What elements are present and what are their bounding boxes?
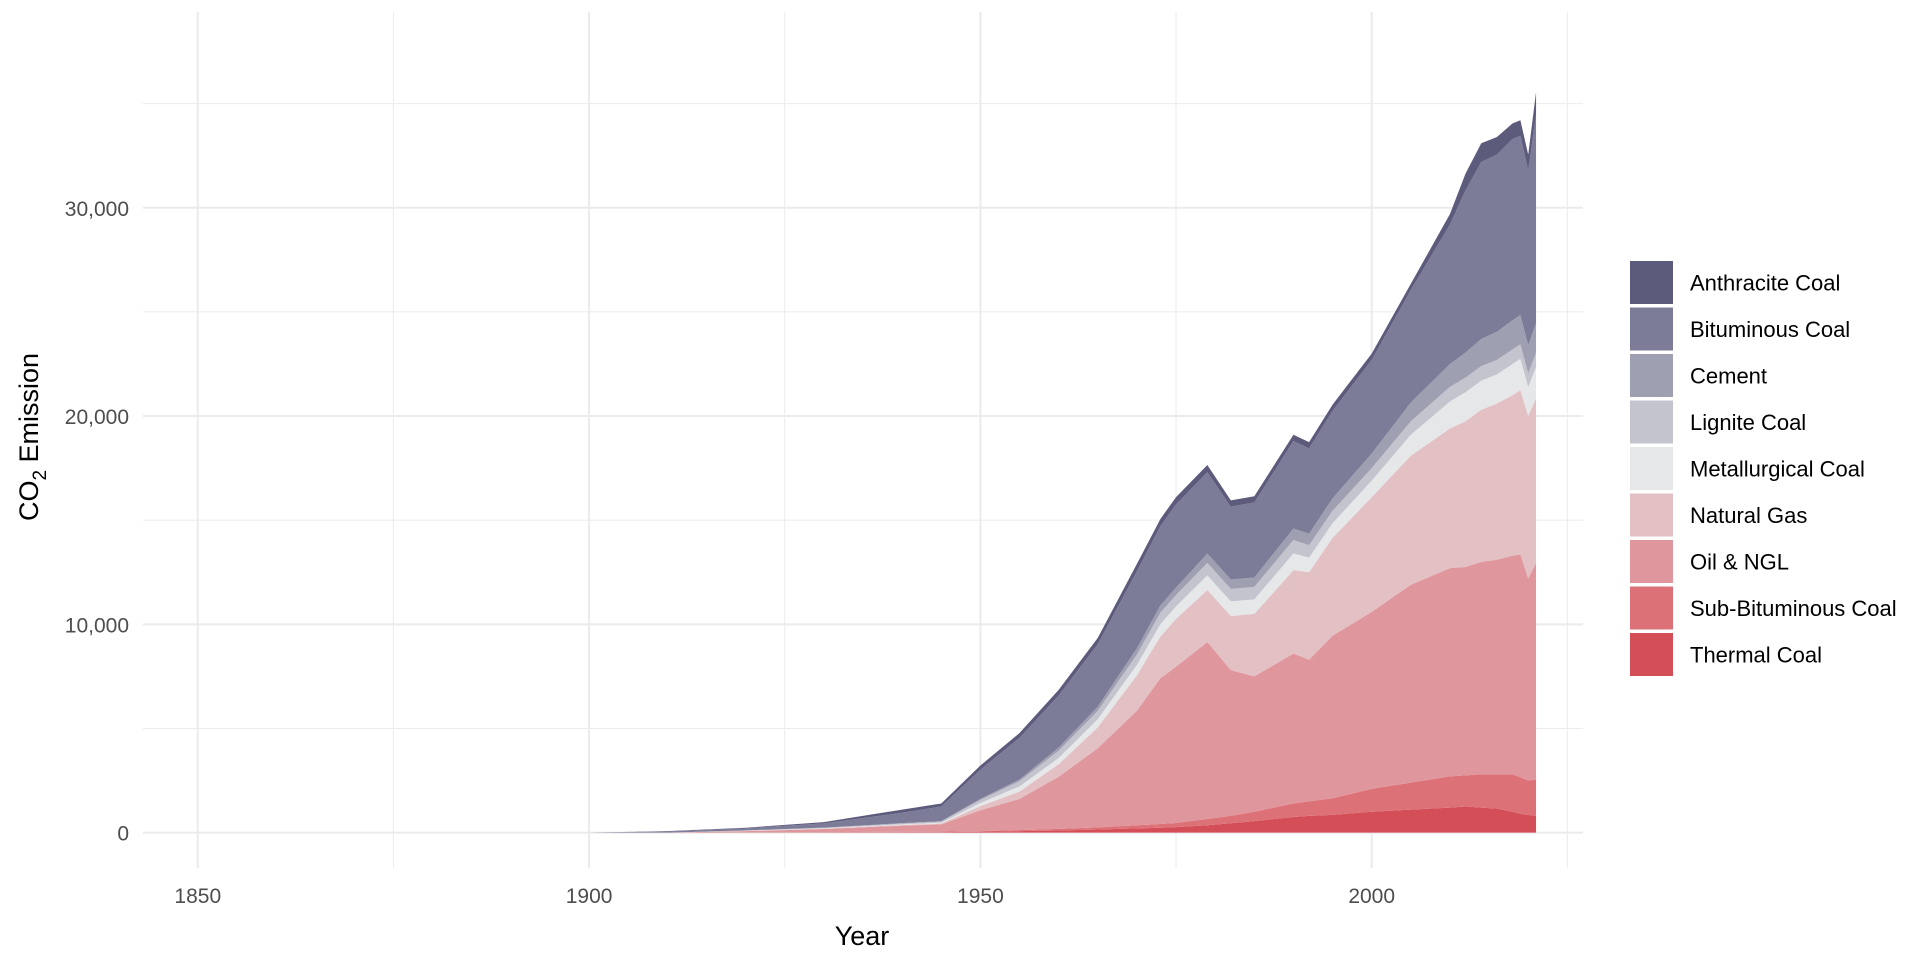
legend-label-thermal-coal: Thermal Coal — [1690, 643, 1822, 668]
stacked-areas — [589, 92, 1537, 833]
y-axis-title-rest: Emission — [14, 353, 44, 470]
legend-key-thermal-coal — [1630, 633, 1673, 676]
y-tick-label: 0 — [117, 823, 129, 846]
area-natural-gas — [589, 390, 1537, 833]
y-axis-ticks: 0 10,000 20,000 30,000 — [65, 198, 129, 846]
gridlines — [143, 12, 1583, 868]
x-tick-label: 1950 — [957, 885, 1004, 908]
y-axis-title: CO2 Emission — [14, 353, 51, 521]
area-bituminous-coal — [589, 115, 1537, 833]
legend-key-anthracite-coal — [1630, 261, 1673, 304]
x-tick-label: 2000 — [1348, 885, 1395, 908]
legend-label-natural-gas: Natural Gas — [1690, 503, 1807, 528]
legend-label-bituminous-coal: Bituminous Coal — [1690, 317, 1850, 342]
legend-key-natural-gas — [1630, 493, 1673, 537]
y-axis-title-subscript: 2 — [30, 470, 51, 481]
area-oil-ngl — [589, 554, 1537, 833]
legend-key-metallurgical-coal — [1630, 447, 1673, 490]
legend-label-lignite-coal: Lignite Coal — [1690, 410, 1806, 435]
legend-label-cement: Cement — [1690, 364, 1767, 389]
y-tick-label: 10,000 — [65, 614, 129, 637]
legend-label-metallurgical-coal: Metallurgical Coal — [1690, 457, 1865, 482]
legend-key-oil-ngl — [1630, 540, 1673, 583]
legend-label-oil-ngl: Oil & NGL — [1690, 550, 1789, 575]
area-thermal-coal — [589, 806, 1537, 833]
legend-key-cement — [1630, 354, 1673, 397]
y-tick-label: 30,000 — [65, 198, 129, 221]
y-tick-label: 20,000 — [65, 406, 129, 429]
area-sub-bituminous-coal — [589, 774, 1537, 833]
x-axis-ticks: 1850 1900 1950 2000 — [174, 885, 1395, 908]
x-tick-label: 1850 — [174, 885, 221, 908]
legend-key-bituminous-coal — [1630, 307, 1673, 351]
x-axis-title: Year — [835, 921, 890, 951]
legend-label-sub-bituminous-coal: Sub-Bituminous Coal — [1690, 596, 1897, 621]
legend-label-anthracite-coal: Anthracite Coal — [1690, 271, 1840, 296]
legend-key-sub-bituminous-coal — [1630, 586, 1673, 630]
legend-key-lignite-coal — [1630, 400, 1673, 444]
x-tick-label: 1900 — [566, 885, 613, 908]
y-axis-title-main: CO — [14, 481, 44, 522]
legend: Anthracite Coal Bituminous Coal Cement Lign… — [1630, 261, 1897, 676]
